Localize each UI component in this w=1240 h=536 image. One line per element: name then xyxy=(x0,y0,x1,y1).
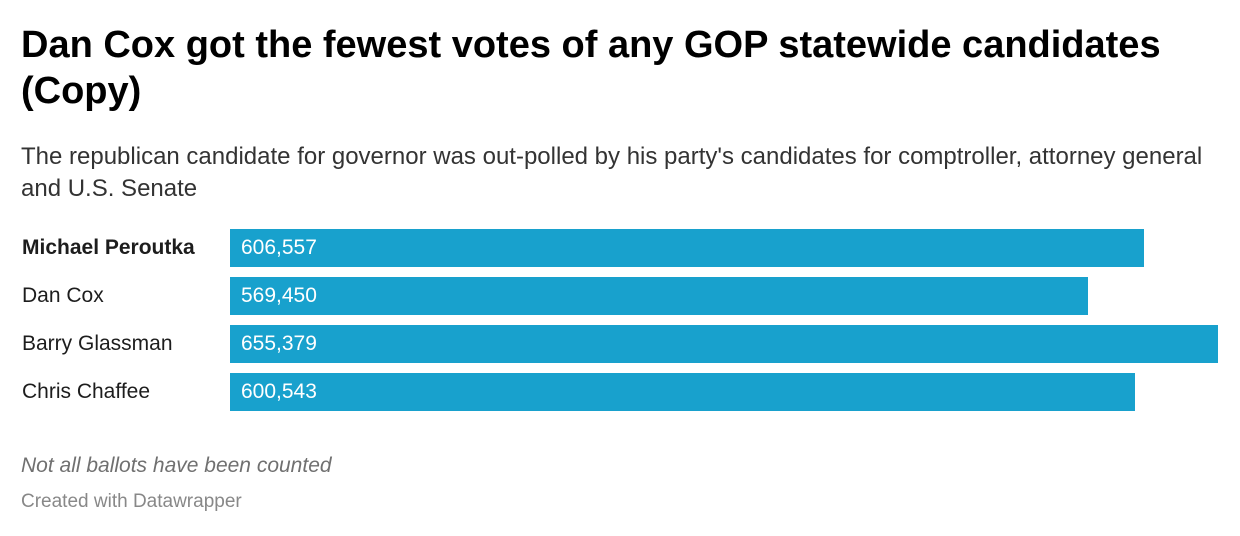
bar-row: Chris Chaffee 600,543 xyxy=(0,372,1240,412)
category-label: Barry Glassman xyxy=(22,332,173,355)
bar xyxy=(230,325,1218,363)
chart-subtitle: The republican candidate for governor wa… xyxy=(21,143,1203,202)
bar-row: Michael Peroutka 606,557 xyxy=(0,228,1240,268)
value-label: 655,379 xyxy=(241,332,317,355)
bar-row: Dan Cox 569,450 xyxy=(0,276,1240,316)
bar xyxy=(230,277,1088,315)
bar xyxy=(230,229,1144,267)
bar xyxy=(230,373,1135,411)
value-label: 606,557 xyxy=(241,236,317,259)
category-label: Michael Peroutka xyxy=(22,236,195,259)
category-label: Chris Chaffee xyxy=(22,380,151,403)
bar-chart: Michael Peroutka 606,557 Dan Cox 569,450 Bar… xyxy=(0,228,1240,418)
datawrapper-credit: Created with Datawrapper xyxy=(21,491,242,512)
chart-title: Dan Cox got the fewest votes of any GOP … xyxy=(21,24,1161,112)
value-label: 569,450 xyxy=(241,284,317,307)
bar-row: Barry Glassman 655,379 xyxy=(0,324,1240,364)
category-label: Dan Cox xyxy=(22,284,104,307)
value-label: 600,543 xyxy=(241,380,317,403)
chart-notes: Not all ballots have been counted xyxy=(21,454,332,477)
